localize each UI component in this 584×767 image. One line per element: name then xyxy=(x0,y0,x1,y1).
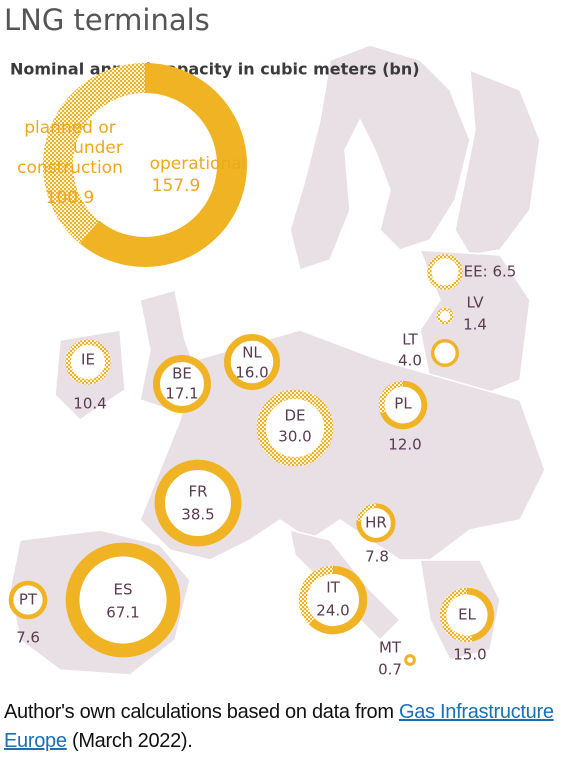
country-code: NL xyxy=(242,344,262,362)
country-code: PL xyxy=(394,395,412,413)
donut-segment xyxy=(308,565,368,635)
donut-segment xyxy=(65,542,181,658)
country-value: 16.0 xyxy=(235,364,268,382)
donut-bg xyxy=(79,556,167,644)
legend-label: construction xyxy=(17,158,123,178)
country-value: 10.4 xyxy=(73,395,106,413)
donut-bg xyxy=(70,344,106,380)
donut-segment xyxy=(380,380,428,430)
donut-bg xyxy=(434,342,456,364)
donut-segment xyxy=(65,339,111,385)
donut-segment xyxy=(356,503,377,522)
donut-segment xyxy=(43,63,146,244)
donut-segment xyxy=(256,389,334,467)
country-label: EE: 6.5 xyxy=(464,263,517,281)
legend-value: 157.9 xyxy=(152,176,201,196)
country-code: EL xyxy=(458,606,476,624)
country-value: 1.4 xyxy=(463,316,487,334)
source-note: Author's own calculations based on data … xyxy=(4,698,580,756)
country-value: 38.5 xyxy=(181,506,214,524)
donut-segment xyxy=(356,503,396,543)
donut-segment xyxy=(427,254,463,290)
donut-bg xyxy=(230,340,274,384)
country-value: 30.0 xyxy=(278,428,311,446)
donut-segment xyxy=(8,580,48,620)
source-text: (March 2022). xyxy=(66,730,193,752)
source-link[interactable]: Gas Infrastructure Europe xyxy=(4,701,554,752)
legend-label: planned or xyxy=(24,118,116,138)
country-value: 17.1 xyxy=(165,385,198,403)
donut-bg xyxy=(431,258,459,286)
donut-bg xyxy=(73,93,217,237)
country-code: DE xyxy=(284,407,305,425)
country-value: 7.6 xyxy=(16,629,40,647)
donut-bg xyxy=(361,508,391,538)
country-value: 4.0 xyxy=(398,352,422,370)
country-code: MT xyxy=(379,639,402,657)
country-value: 15.0 xyxy=(453,646,486,664)
donut-bg xyxy=(407,657,413,663)
donut-bg xyxy=(384,386,422,424)
country-code: ES xyxy=(114,581,133,599)
legend-label: under xyxy=(73,138,123,158)
donut-segment xyxy=(430,338,459,367)
country-value: 0.7 xyxy=(378,661,402,679)
country-code: IT xyxy=(326,579,340,597)
country-value: 7.8 xyxy=(365,548,389,566)
donut-bg xyxy=(13,585,43,615)
country-code: IE xyxy=(81,351,95,369)
donut-segment xyxy=(224,333,280,390)
country-code: LT xyxy=(402,331,418,349)
country-value: 67.1 xyxy=(106,604,139,622)
country-code: FR xyxy=(188,483,207,501)
donut-bg xyxy=(306,573,360,627)
donut-bg xyxy=(265,398,325,458)
subtitle: Nominal annual capacity in cubic meters … xyxy=(10,60,420,79)
donut-bg xyxy=(446,594,488,636)
donut-segment xyxy=(436,307,454,325)
country-code: HR xyxy=(365,514,387,532)
legend-label: operational xyxy=(150,154,247,174)
donut-segment xyxy=(378,380,404,414)
donut-segment xyxy=(298,565,334,625)
legend-value: 100.9 xyxy=(46,188,95,208)
donut-segment xyxy=(154,459,242,547)
donut-segment xyxy=(439,587,473,643)
country-code: PT xyxy=(19,591,38,609)
donut-segment xyxy=(79,63,247,267)
donut-bg xyxy=(439,310,451,322)
donut-segment xyxy=(466,587,495,642)
country-value: 12.0 xyxy=(388,436,421,454)
donut-bg xyxy=(160,362,204,406)
donut-bg xyxy=(164,469,232,537)
country-code: LV xyxy=(467,294,485,312)
country-code: BE xyxy=(172,365,192,383)
source-text: Author's own calculations based on data … xyxy=(4,701,399,723)
country-value: 24.0 xyxy=(316,602,349,620)
donut-segment xyxy=(153,355,211,413)
title: LNG terminals xyxy=(4,3,210,37)
infographic: LNG terminals Nominal annual capacity in… xyxy=(4,3,546,679)
donut-segment xyxy=(404,654,416,666)
